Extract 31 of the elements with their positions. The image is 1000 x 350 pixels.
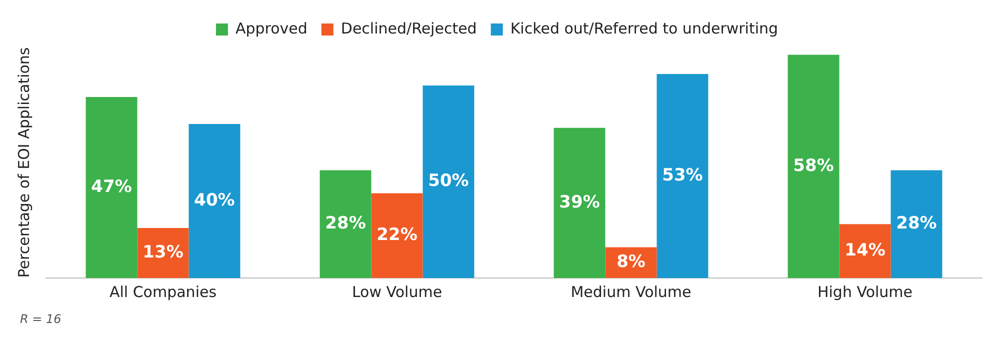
data-label: 13% bbox=[142, 242, 184, 262]
bar bbox=[320, 170, 372, 278]
bar bbox=[422, 86, 474, 278]
bar bbox=[656, 74, 708, 278]
data-label: 22% bbox=[376, 225, 418, 246]
x-tick-label: Medium Volume bbox=[570, 282, 692, 301]
bar bbox=[788, 54, 840, 278]
legend-label: Declined/Rejected bbox=[340, 19, 477, 38]
data-label: 47% bbox=[91, 176, 132, 197]
text: R = 16 bbox=[20, 312, 62, 326]
bar bbox=[188, 124, 240, 278]
legend-label: Kicked out/Referred to underwriting bbox=[510, 19, 778, 38]
data-label: 8% bbox=[616, 252, 646, 272]
data-label: 14% bbox=[844, 240, 886, 260]
data-label: 58% bbox=[793, 156, 834, 176]
data-label: 50% bbox=[428, 171, 469, 192]
bar bbox=[839, 224, 891, 278]
x-tick-label: High Volume bbox=[817, 282, 913, 301]
x-tick-label: Low Volume bbox=[352, 282, 442, 301]
bar bbox=[86, 97, 138, 278]
data-label: 28% bbox=[896, 214, 937, 234]
data-label: 39% bbox=[559, 192, 600, 212]
bar bbox=[554, 128, 606, 278]
y-axis-title: Percentage of EOI Applications bbox=[14, 47, 33, 278]
data-label: 40% bbox=[194, 190, 235, 210]
data-label: 53% bbox=[662, 165, 703, 186]
bar bbox=[371, 193, 423, 278]
legend-label: Approved bbox=[235, 19, 308, 38]
data-label: 28% bbox=[325, 214, 366, 234]
x-tick-label: All Companies bbox=[109, 282, 217, 301]
bar bbox=[890, 170, 942, 278]
